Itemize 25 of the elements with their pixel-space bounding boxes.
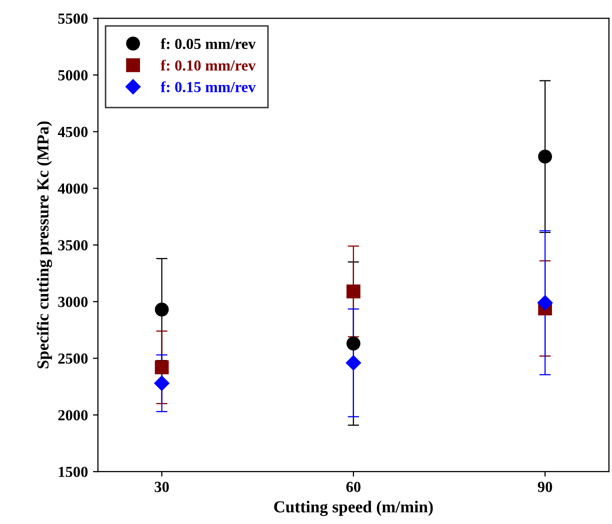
point bbox=[346, 284, 360, 298]
point bbox=[154, 360, 169, 374]
y-tick-label: 4000 bbox=[58, 183, 88, 194]
legend-label: f: 0.10 mm/rev bbox=[160, 60, 256, 71]
point bbox=[537, 295, 553, 310]
x-tick-label: 60 bbox=[346, 482, 360, 492]
y-tick-label: 4500 bbox=[58, 126, 88, 138]
x-axis-title: Cutting speed (m/min) bbox=[274, 500, 433, 516]
y-axis-title: Specific cutting pressure Kc (MPa) bbox=[36, 121, 52, 368]
y-tick-label: 2500 bbox=[58, 353, 88, 364]
legend-label: f: 0.05 mm/rev bbox=[160, 38, 256, 50]
point bbox=[154, 302, 169, 317]
y-tick-label: 1500 bbox=[58, 466, 88, 478]
legend-label: f: 0.15 mm/rev bbox=[160, 81, 256, 92]
point bbox=[538, 150, 552, 164]
point bbox=[346, 355, 361, 370]
x-tick-label: 30 bbox=[154, 482, 169, 492]
y-tick-label: 2000 bbox=[58, 410, 88, 420]
y-tick-label: 5500 bbox=[58, 13, 88, 24]
x-tick-label: 90 bbox=[538, 482, 552, 492]
point bbox=[154, 376, 170, 391]
y-tick-label: 3000 bbox=[58, 296, 88, 308]
point bbox=[346, 336, 360, 350]
y-tick-label: 3500 bbox=[58, 240, 88, 250]
y-tick-label: 5000 bbox=[58, 70, 88, 80]
